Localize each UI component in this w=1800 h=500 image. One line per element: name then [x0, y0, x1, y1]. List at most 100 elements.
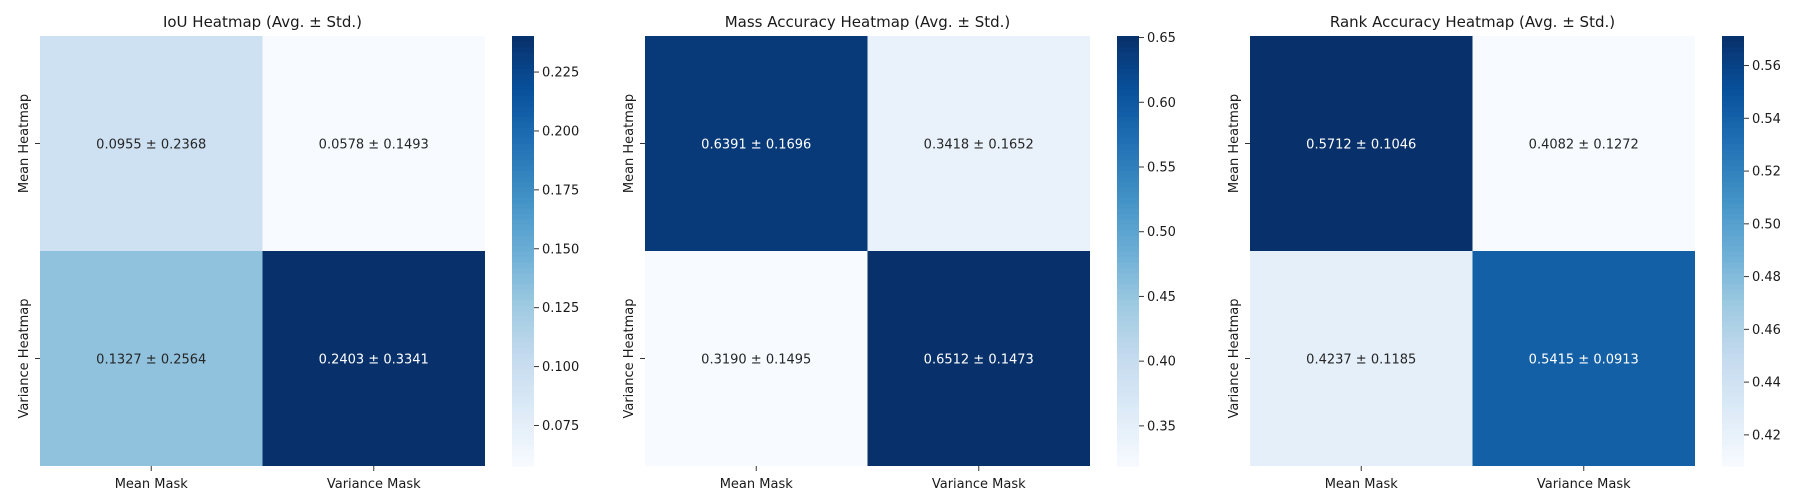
- colorbar-slice: [1117, 433, 1139, 440]
- colorbar-slice: [1117, 256, 1139, 263]
- colorbar-slice: [1117, 148, 1139, 155]
- colorbar-tick-label: 0.52: [1752, 165, 1781, 180]
- colorbar-slice: [1722, 417, 1744, 424]
- colorbar-slice: [1117, 122, 1139, 128]
- colorbar-slice: [1722, 197, 1744, 204]
- cell-annotation: 0.5712 ± 0.1046: [1306, 138, 1416, 153]
- colorbar-slice: [1117, 89, 1139, 96]
- cell-annotation: 0.2403 ± 0.3341: [319, 353, 429, 368]
- colorbar-slice: [1117, 208, 1139, 214]
- colorbar-slice: [1722, 73, 1744, 80]
- colorbar-slice: [512, 89, 534, 96]
- colorbar-slice: [512, 385, 534, 392]
- colorbar-slice: [1117, 369, 1139, 376]
- colorbar-slice: [512, 326, 534, 333]
- colorbar-slice: [1722, 288, 1744, 295]
- colorbar-tick-label: 0.225: [542, 66, 579, 81]
- colorbar-slice: [512, 315, 534, 322]
- colorbar-slice: [1722, 170, 1744, 177]
- colorbar-slice: [1117, 385, 1139, 392]
- colorbar-slice: [1117, 390, 1139, 397]
- colorbar-slice: [1722, 234, 1744, 241]
- colorbar-slice: [1117, 267, 1139, 274]
- colorbar-slice: [1117, 62, 1139, 69]
- colorbar-slice: [1722, 455, 1744, 462]
- colorbar-slice: [1117, 191, 1139, 198]
- colorbar-slice: [1117, 363, 1139, 370]
- colorbar-slice: [512, 380, 534, 386]
- colorbar-slice: [512, 288, 534, 295]
- colorbar-slice: [1722, 374, 1744, 381]
- colorbar-slice: [1722, 299, 1744, 306]
- colorbar-slice: [512, 175, 534, 182]
- colorbar-slice: [1117, 143, 1139, 150]
- colorbar-slice: [1722, 256, 1744, 263]
- colorbar-slice: [1117, 154, 1139, 161]
- colorbar-slice: [512, 132, 534, 139]
- colorbar-slice: [512, 127, 534, 134]
- colorbar-slice: [1722, 154, 1744, 161]
- colorbar-slice: [512, 428, 534, 435]
- colorbar-slice: [512, 154, 534, 161]
- colorbar-slice: [1117, 175, 1139, 182]
- colorbar-slice: [1117, 401, 1139, 408]
- colorbar-slice: [1117, 320, 1139, 327]
- colorbar-slice: [1117, 380, 1139, 386]
- colorbar-tick-label: 0.45: [1147, 290, 1176, 305]
- colorbar-slice: [512, 267, 534, 274]
- colorbar-slice: [1117, 294, 1139, 300]
- colorbar-slice: [1722, 213, 1744, 220]
- colorbar-slice: [512, 460, 534, 467]
- colorbar-slice: [1722, 460, 1744, 467]
- colorbar-slice: [1117, 423, 1139, 429]
- colorbar-slice: [1117, 374, 1139, 381]
- x-tick-label: Mean Mask: [1325, 477, 1399, 492]
- colorbar-slice: [1722, 353, 1744, 360]
- colorbar-slice: [1117, 283, 1139, 290]
- colorbar-slice: [512, 234, 534, 241]
- y-tick-label: Variance Heatmap: [17, 298, 32, 418]
- colorbar-slice: [1722, 412, 1744, 419]
- chart-title: Mass Accuracy Heatmap (Avg. ± Std.): [725, 13, 1011, 31]
- colorbar-slice: [1117, 460, 1139, 467]
- heatmap-cell: [262, 36, 485, 251]
- y-tick-label: Mean Heatmap: [17, 94, 32, 193]
- colorbar-slice: [1722, 315, 1744, 322]
- colorbar-slice: [512, 449, 534, 456]
- colorbar-tick-label: 0.48: [1752, 270, 1781, 285]
- colorbar-slice: [512, 229, 534, 236]
- colorbar-slice: [512, 197, 534, 204]
- colorbar-slice: [1117, 353, 1139, 360]
- colorbar-slice: [1117, 272, 1139, 279]
- colorbar-slice: [512, 213, 534, 220]
- colorbar-slice: [1722, 62, 1744, 69]
- cell-annotation: 0.5415 ± 0.0913: [1529, 353, 1639, 368]
- x-tick-label: Variance Mask: [1537, 477, 1631, 492]
- heatmap-cell: [1250, 251, 1473, 466]
- colorbar-slice: [1722, 218, 1744, 225]
- colorbar-slice: [1117, 127, 1139, 134]
- colorbar-slice: [1722, 304, 1744, 311]
- colorbar-slice: [1722, 331, 1744, 338]
- colorbar-slice: [1722, 428, 1744, 435]
- colorbar-tick-label: 0.54: [1752, 112, 1781, 127]
- colorbar-slice: [1722, 46, 1744, 53]
- colorbar-slice: [1117, 406, 1139, 413]
- colorbar-slice: [1117, 358, 1139, 365]
- colorbar-slice: [512, 310, 534, 317]
- colorbar-slice: [1722, 132, 1744, 139]
- colorbar-slice: [1722, 208, 1744, 214]
- colorbar-tick-label: 0.65: [1147, 31, 1176, 46]
- colorbar-slice: [1722, 89, 1744, 96]
- colorbar-slice: [1722, 294, 1744, 300]
- colorbar-slice: [512, 165, 534, 171]
- colorbar-tick-label: 0.55: [1147, 160, 1176, 175]
- colorbar-slice: [1117, 159, 1139, 166]
- colorbar-slice: [512, 46, 534, 53]
- colorbar-slice: [1722, 423, 1744, 429]
- colorbar-slice: [512, 41, 534, 48]
- colorbar-slice: [1722, 191, 1744, 198]
- colorbar-slice: [1117, 251, 1139, 257]
- cell-annotation: 0.3190 ± 0.1495: [701, 353, 811, 368]
- colorbar-slice: [1722, 396, 1744, 403]
